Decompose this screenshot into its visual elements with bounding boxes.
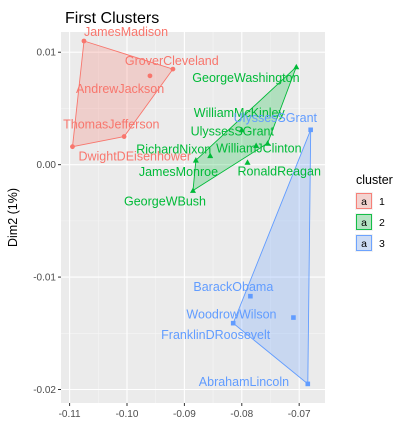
label-george-wbush: GeorgeWBush bbox=[124, 195, 206, 209]
x-tick-label: -0.10 bbox=[116, 409, 139, 420]
label-woodrow-wilson: WoodrowWilson bbox=[186, 308, 276, 322]
point-ronald-reagan bbox=[244, 159, 251, 165]
point-william-jclinton bbox=[253, 142, 260, 148]
legend-label-2: 2 bbox=[379, 217, 385, 229]
point-andrew-jackson bbox=[147, 73, 153, 79]
x-tick-label: -0.11 bbox=[59, 409, 81, 420]
legend-swatch-2 bbox=[356, 214, 372, 230]
label-grover-cleveland: GroverCleveland bbox=[125, 54, 219, 68]
legend-key-3 bbox=[355, 234, 373, 252]
point-ulysses-sgrant bbox=[264, 140, 271, 146]
legend-key-2 bbox=[355, 213, 373, 231]
legend-title: cluster bbox=[356, 173, 393, 187]
label-franklin-droosevelt: FranklinDRoosevelt bbox=[161, 328, 271, 342]
label-james-monroe: JamesMonroe bbox=[139, 165, 218, 179]
x-tick-label: -0.09 bbox=[173, 409, 196, 420]
label-william-mc-kinley: WilliamMcKinley bbox=[194, 106, 286, 120]
label-dwight-deisenhower: DwightDEisenhower bbox=[78, 150, 191, 164]
point-george-washington bbox=[293, 63, 300, 70]
point-abraham-lincoln bbox=[305, 381, 311, 387]
legend-key-glyph-1: a bbox=[361, 196, 367, 208]
y-tick-label: -0.02 bbox=[33, 385, 56, 396]
label-ulysses-sgrant: UlyssesSGrant bbox=[234, 111, 318, 125]
data-points bbox=[70, 38, 313, 387]
point-james-monroe bbox=[192, 157, 199, 163]
point-woodrow-wilson bbox=[291, 315, 296, 320]
label-ronald-reagan: RonaldReagan bbox=[238, 164, 321, 178]
legend-label-3: 3 bbox=[379, 238, 385, 250]
point-thomas-jefferson bbox=[121, 134, 127, 139]
point-james-madison bbox=[81, 38, 87, 44]
label-ulysses-sgrant: UlyssesSGrant bbox=[191, 124, 275, 138]
y-axis-title: Dim2 (1%) bbox=[6, 188, 20, 247]
label-barack-obama: BarackObama bbox=[193, 280, 273, 294]
major-gridlines bbox=[61, 32, 325, 403]
y-tick-label: 0.01 bbox=[37, 48, 57, 59]
label-abraham-lincoln: AbrahamLincoln bbox=[199, 375, 289, 389]
x-tick-label: -0.08 bbox=[230, 409, 253, 420]
y-tick-label: -0.01 bbox=[33, 273, 56, 284]
legend-swatch-3 bbox=[356, 235, 372, 251]
point-dwight-deisenhower bbox=[70, 144, 75, 150]
point-richard-nixon bbox=[207, 152, 214, 159]
label-george-washington: GeorgeWashington bbox=[192, 71, 299, 85]
legend-key-glyph-2: a bbox=[361, 217, 367, 229]
point-labels: JamesMadison GroverCleveland AndrewJackson… bbox=[63, 25, 321, 389]
x-axis: -0.11 -0.10 -0.09 -0.08 -0.07 bbox=[59, 403, 311, 420]
point-george-wbush bbox=[190, 187, 196, 193]
point-grover-cleveland bbox=[170, 66, 176, 72]
cluster-hulls bbox=[71, 40, 312, 385]
legend-swatch-1 bbox=[356, 193, 372, 209]
label-thomas-jefferson: ThomasJefferson bbox=[63, 118, 159, 132]
point-ulysses-sgrant bbox=[308, 127, 313, 133]
y-axis: 0.01 0.00 -0.01 -0.02 bbox=[33, 48, 61, 396]
label-william-jclinton: WilliamJClinton bbox=[216, 142, 301, 156]
minor-gridlines bbox=[61, 32, 325, 403]
label-andrew-jackson: AndrewJackson bbox=[76, 82, 164, 96]
legend-label-1: 1 bbox=[379, 196, 385, 208]
label-james-madison: JamesMadison bbox=[84, 25, 168, 39]
legend: cluster a 1a 2a 3 bbox=[355, 173, 393, 252]
point-william-mc-kinley bbox=[238, 126, 245, 133]
legend-key-1 bbox=[355, 192, 373, 210]
point-franklin-droosevelt bbox=[230, 320, 236, 326]
legend-key-glyph-3: a bbox=[361, 238, 367, 250]
cluster-3-hull bbox=[232, 129, 312, 385]
label-richard-nixon: RichardNixon bbox=[136, 143, 211, 157]
point-barack-obama bbox=[248, 293, 253, 299]
y-tick-label: 0.00 bbox=[37, 160, 57, 171]
chart-title: First Clusters bbox=[65, 10, 159, 27]
plot-panel bbox=[61, 32, 325, 403]
x-tick-label: -0.07 bbox=[288, 409, 311, 420]
